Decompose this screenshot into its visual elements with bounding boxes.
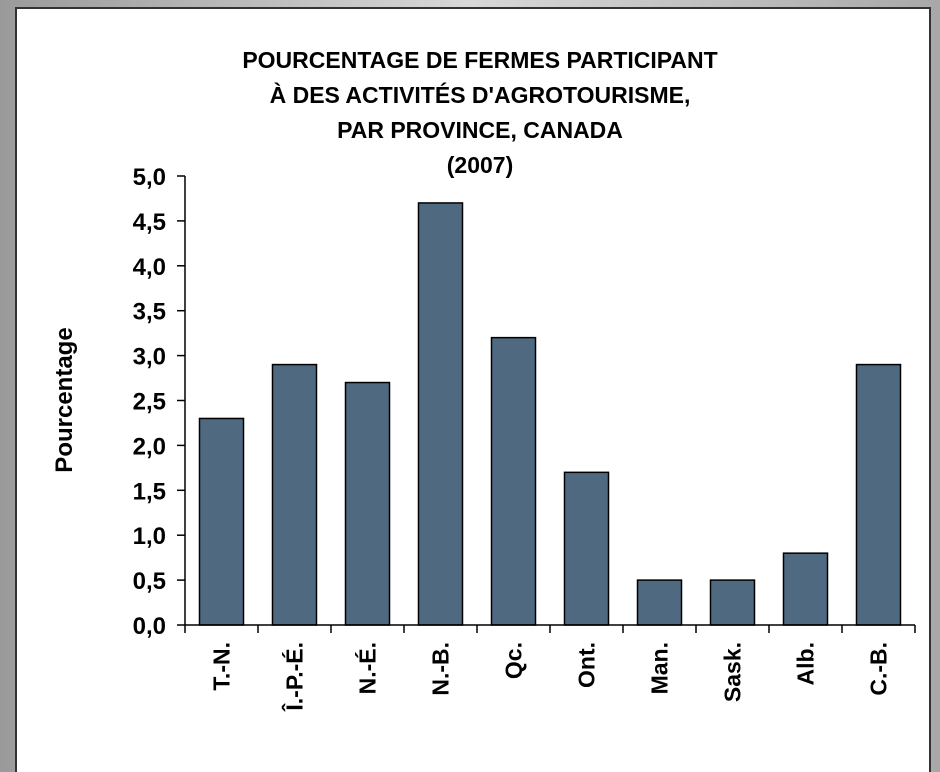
y-tick-label: 0,5	[133, 568, 166, 595]
x-tick-label: N.-É.	[354, 642, 381, 694]
y-axis-label: Pourcentage	[51, 327, 78, 472]
panel	[15, 7, 931, 772]
bar	[417, 202, 464, 626]
x-tick-label: Qc.	[501, 642, 527, 679]
x-tick-label: Ont.	[574, 642, 600, 688]
y-tick-label: 3,0	[133, 344, 166, 371]
chart-title: PAR PROVINCE, CANADA	[337, 117, 623, 143]
y-tick-label: 1,0	[133, 523, 166, 550]
y-tick-label: 2,0	[133, 433, 166, 460]
x-tick-label: T.-N.	[209, 642, 235, 691]
x-tick-label: C.-B.	[866, 642, 892, 696]
y-tick-label: 0,0	[133, 613, 166, 640]
bar	[636, 579, 683, 626]
bar	[271, 363, 318, 626]
chart-title: POURCENTAGE DE FERMES PARTICIPANT	[242, 47, 717, 73]
chart-title: (2007)	[447, 152, 513, 178]
y-tick-label: 5,0	[133, 164, 166, 191]
y-tick-label: 3,5	[133, 299, 166, 326]
bar	[198, 417, 245, 626]
bar	[709, 579, 756, 626]
y-tick-label: 1,5	[133, 478, 166, 505]
y-tick-label: 2,5	[133, 389, 166, 416]
x-tick-label: Alb.	[793, 642, 819, 685]
x-tick-label: N.-B.	[428, 642, 454, 696]
chart-title: À DES ACTIVITÉS D'AGROTOURISME,	[270, 81, 691, 108]
bar	[563, 471, 610, 626]
bar	[490, 336, 537, 626]
x-tick-label: Sask.	[720, 642, 746, 702]
bar	[782, 552, 829, 626]
x-tick-label: Man.	[647, 642, 673, 694]
bar	[855, 363, 902, 626]
x-tick-label: Î.-P.-É.	[281, 642, 308, 712]
y-tick-label: 4,5	[133, 209, 166, 236]
bar	[344, 381, 391, 626]
y-tick-label: 4,0	[133, 254, 166, 281]
